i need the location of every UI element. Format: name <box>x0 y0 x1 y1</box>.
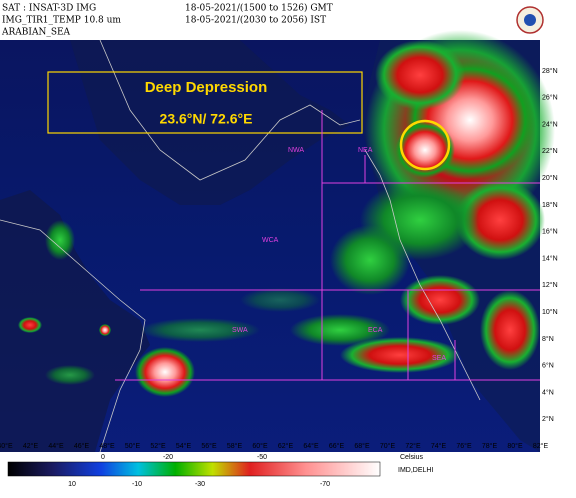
longitude-label: 78°E <box>482 442 498 450</box>
system-circle <box>399 119 451 171</box>
longitude-label: 42°E <box>23 442 39 450</box>
colorbar-unit: Celsius <box>400 454 423 461</box>
colorbar-label: 10 <box>68 481 76 488</box>
longitude-label: 76°E <box>456 442 472 450</box>
longitude-label: 60°E <box>252 442 268 450</box>
longitude-label: 72°E <box>405 442 421 450</box>
latitude-label: 8°N <box>542 335 554 343</box>
annotation-position: 23.6°N/ 72.6°E <box>160 111 253 127</box>
time-ist: 18-05-2021/(2030 to 2056) IST <box>185 15 326 26</box>
latitude-label: 16°N <box>542 228 558 236</box>
latitude-label: 26°N <box>542 94 558 102</box>
latitude-label: 20°N <box>542 174 558 182</box>
credit: IMD,DELHI <box>398 467 433 474</box>
longitude-label: 52°E <box>150 442 166 450</box>
longitude-label: 56°E <box>201 442 217 450</box>
latitude-label: 28°N <box>542 67 558 75</box>
annotation-title: Deep Depression <box>145 79 268 96</box>
annotation-box <box>47 71 363 134</box>
colorbar-label: -50 <box>257 454 267 461</box>
latitude-label: 2°N <box>542 415 554 423</box>
region-boundaries <box>115 110 540 381</box>
latitude-label: 10°N <box>542 308 558 316</box>
longitude-label: 58°E <box>227 442 243 450</box>
satellite-name: SAT : INSAT-3D IMG <box>2 4 96 14</box>
product-name: IMG_TIR1_TEMP 10.8 um <box>2 16 121 26</box>
longitude-label: 40°E <box>0 442 13 450</box>
satellite-image: Deep Depression 23.6°N/ 72.6°E <box>0 30 555 453</box>
latitude-label: 22°N <box>542 147 558 155</box>
latitude-label: 24°N <box>542 120 558 128</box>
region-label: SWA <box>232 327 248 334</box>
latitude-label: 14°N <box>542 254 558 262</box>
region-label: SEA <box>432 355 446 362</box>
longitude-label: 68°E <box>354 442 370 450</box>
longitude-label: 48°E <box>99 442 115 450</box>
longitude-label: 44°E <box>48 442 64 450</box>
latitude-label: 12°N <box>542 281 558 289</box>
colorbar-label: -30 <box>195 481 205 488</box>
latitude-label: 4°N <box>542 388 554 396</box>
time-gmt: 18-05-2021/(1500 to 1526) GMT <box>185 3 333 14</box>
longitude-label: 64°E <box>303 442 319 450</box>
colorbar <box>7 461 381 477</box>
region-label: NEA <box>358 147 373 154</box>
longitude-label: 80°E <box>507 442 523 450</box>
longitude-label: 82°E <box>533 442 549 450</box>
longitude-label: 62°E <box>278 442 294 450</box>
colorbar-label: -10 <box>132 481 142 488</box>
region-label: NWA <box>288 147 304 154</box>
latitude-label: 18°N <box>542 201 558 209</box>
colorbar-label: -70 <box>320 481 330 488</box>
longitude-label: 74°E <box>431 442 447 450</box>
longitude-label: 46°E <box>74 442 90 450</box>
imd-logo <box>516 6 544 34</box>
region-name: ARABIAN_SEA <box>1 28 71 38</box>
longitude-label: 70°E <box>380 442 396 450</box>
longitude-label: 54°E <box>176 442 192 450</box>
colorbar-label: -20 <box>163 454 173 461</box>
latitude-label: 6°N <box>542 362 554 370</box>
region-label: ECA <box>368 327 383 334</box>
longitude-label: 50°E <box>125 442 141 450</box>
region-label: WCA <box>262 237 279 244</box>
colorbar-label: 0 <box>101 454 105 461</box>
longitude-label: 66°E <box>329 442 345 450</box>
